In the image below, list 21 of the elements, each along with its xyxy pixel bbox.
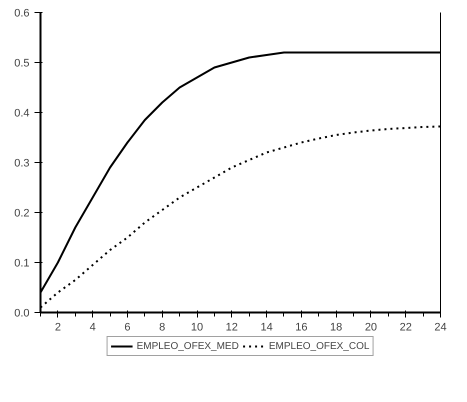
x-tick-label: 8 [159, 322, 166, 334]
x-tick-label: 18 [330, 322, 342, 334]
x-tick-label: 24 [434, 322, 447, 334]
y-tick-label: 0.4 [14, 108, 30, 120]
y-tick-label: 0.1 [14, 258, 30, 270]
x-tick-label: 16 [295, 322, 308, 334]
x-tick-label: 10 [190, 322, 204, 334]
y-tick-label: 0.6 [14, 8, 30, 20]
x-tick-label: 14 [260, 322, 273, 334]
y-tick-label: 0.5 [14, 58, 30, 70]
legend-label: EMPLEO_OFEX_MED [136, 340, 239, 352]
y-tick-label: 0.0 [14, 308, 30, 320]
x-tick-label: 22 [400, 322, 412, 334]
x-tick-label: 12 [226, 322, 238, 334]
y-tick-label: 0.2 [14, 208, 30, 220]
x-tick-label: 4 [90, 322, 96, 334]
x-tick-label: 6 [124, 322, 131, 334]
x-tick-label: 20 [364, 322, 378, 334]
x-tick-label: 2 [54, 322, 61, 334]
y-tick-label: 0.3 [14, 158, 30, 170]
legend-label: EMPLEO_OFEX_COL [268, 340, 370, 352]
